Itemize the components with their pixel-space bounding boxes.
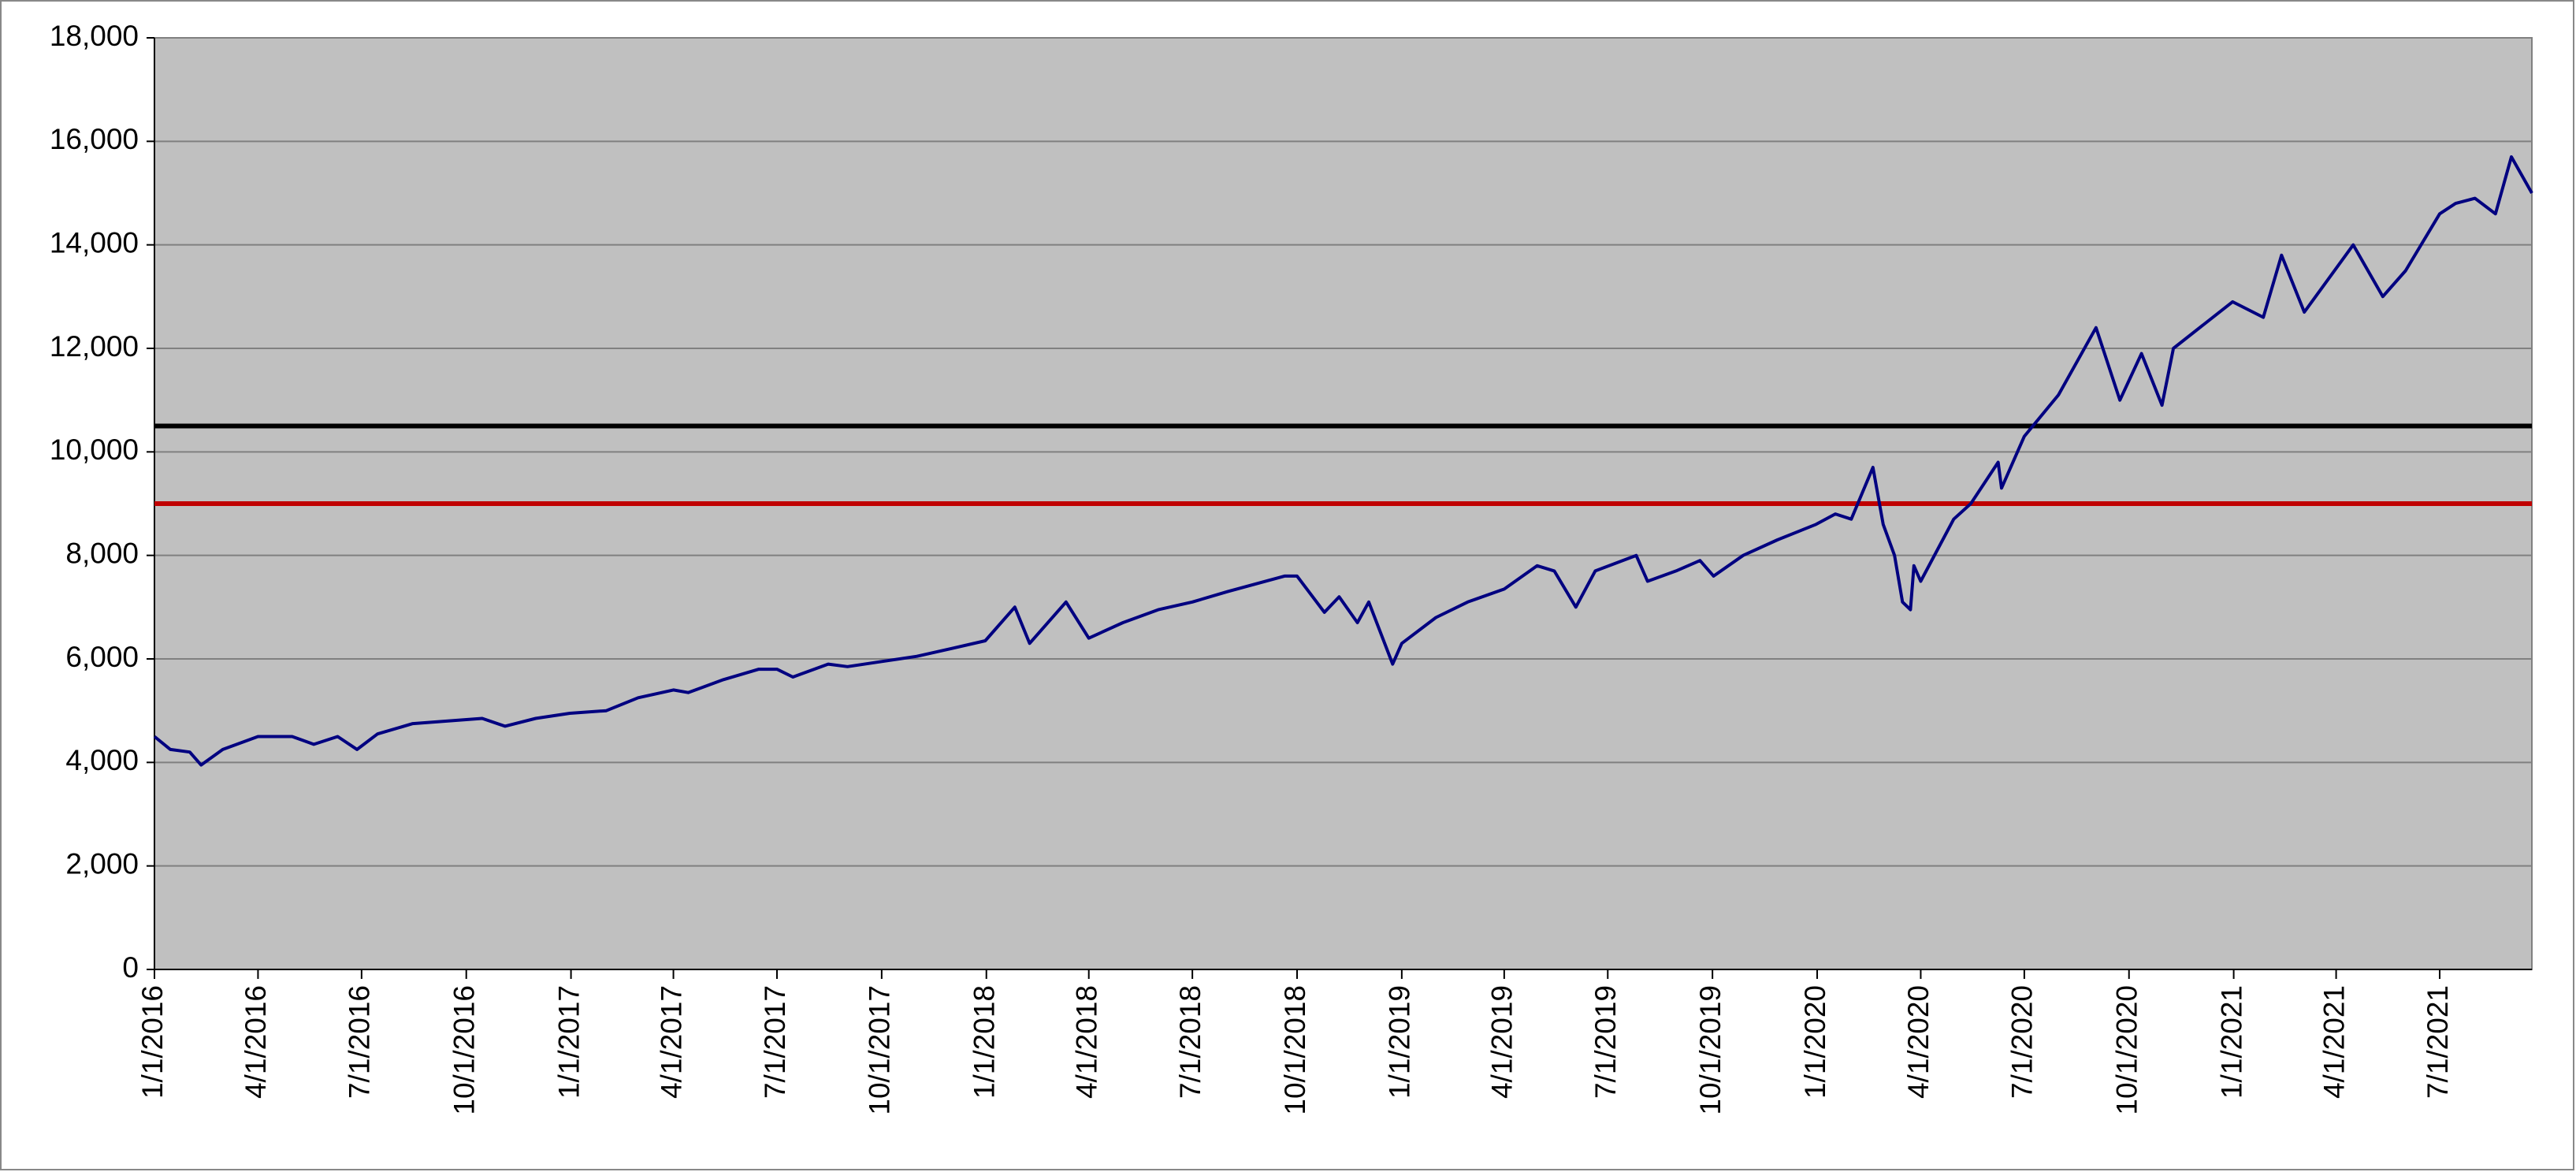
y-tick-label: 18,000 — [50, 20, 139, 52]
x-tick-label: 4/1/2021 — [2318, 985, 2350, 1099]
x-tick-label: 1/1/2017 — [552, 985, 585, 1099]
x-tick-label: 1/1/2018 — [968, 985, 1001, 1099]
data-line — [153, 155, 2533, 767]
y-tick-label: 2,000 — [65, 847, 139, 880]
x-tick-label: 4/1/2019 — [1486, 985, 1518, 1099]
y-tick-label: 16,000 — [50, 123, 139, 155]
x-tick-label: 7/1/2021 — [2422, 985, 2454, 1099]
y-tick-label: 14,000 — [50, 226, 139, 259]
x-tick-label: 7/1/2020 — [2006, 985, 2039, 1099]
x-tick-label: 4/1/2020 — [1902, 985, 1935, 1099]
x-tick-label: 1/1/2019 — [1384, 985, 1416, 1099]
x-tick-label: 7/1/2019 — [1589, 985, 1622, 1099]
x-tick-label: 4/1/2018 — [1070, 985, 1102, 1099]
x-tick-label: 4/1/2017 — [655, 985, 687, 1099]
x-tick-label: 10/1/2019 — [1694, 985, 1727, 1115]
x-tick-label: 1/1/2021 — [2215, 985, 2247, 1099]
x-tick-label: 7/1/2017 — [759, 985, 791, 1099]
x-tick-label: 10/1/2017 — [864, 985, 896, 1115]
y-tick-label: 8,000 — [65, 537, 139, 569]
x-tick-label: 10/1/2020 — [2111, 985, 2143, 1115]
x-tick-label: 7/1/2018 — [1174, 985, 1206, 1099]
x-tick-label: 1/1/2020 — [1799, 985, 1831, 1099]
y-tick-label: 0 — [122, 951, 139, 984]
x-tick-label: 4/1/2016 — [240, 985, 272, 1099]
y-tick-label: 6,000 — [65, 641, 139, 673]
x-tick-label: 10/1/2018 — [1279, 985, 1311, 1115]
y-tick-label: 10,000 — [50, 433, 139, 466]
y-tick-label: 12,000 — [50, 330, 139, 363]
x-tick-label: 7/1/2016 — [344, 985, 376, 1099]
x-tick-label: 10/1/2016 — [448, 985, 481, 1115]
x-tick-label: 1/1/2016 — [136, 985, 169, 1099]
y-tick-label: 4,000 — [65, 744, 139, 776]
